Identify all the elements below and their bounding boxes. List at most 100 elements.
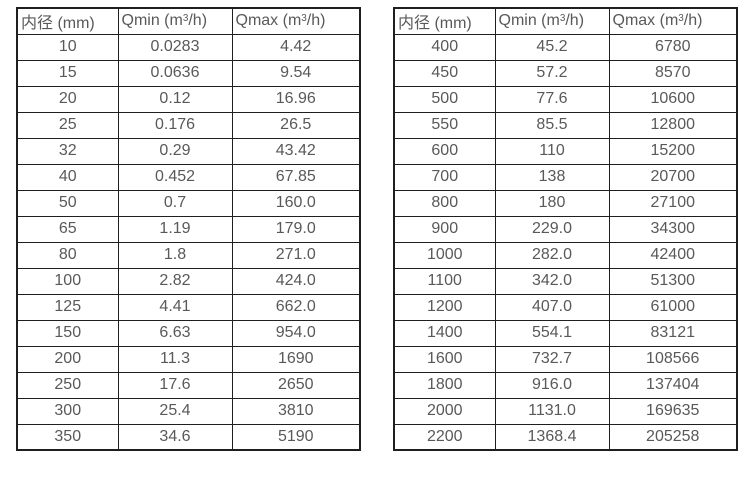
qmax-cell: 108566 <box>608 345 738 373</box>
qmax-cell: 20700 <box>608 163 738 191</box>
qmin-cell: 916.0 <box>494 371 610 399</box>
diameter-cell: 200 <box>16 345 119 373</box>
cubed-superscript: 3 <box>559 12 566 24</box>
qmin-cell: 0.12 <box>117 85 233 113</box>
table-row: 900 229.0 34300 <box>393 215 738 243</box>
diameter-cell: 600 <box>393 137 496 165</box>
table-row: 125 4.41 662.0 <box>16 293 361 321</box>
qmax-cell: 61000 <box>608 293 738 321</box>
table-row: 1800 916.0 137404 <box>393 371 738 399</box>
table-row: 500 77.6 10600 <box>393 85 738 113</box>
qmin-cell: 407.0 <box>494 293 610 321</box>
table-row: 800 180 27100 <box>393 189 738 217</box>
qmax-cell: 9.54 <box>231 59 361 87</box>
table-row: 1400 554.1 83121 <box>393 319 738 347</box>
table-row: 20 0.12 16.96 <box>16 85 361 113</box>
qmax-cell: 34300 <box>608 215 738 243</box>
diameter-cell: 900 <box>393 215 496 243</box>
qmin-cell: 138 <box>494 163 610 191</box>
table-row: 1200 407.0 61000 <box>393 293 738 321</box>
qmax-cell: 26.5 <box>231 111 361 139</box>
table-row: 300 25.4 3810 <box>16 397 361 425</box>
qmax-cell: 179.0 <box>231 215 361 243</box>
header-diameter: 内径 (mm) <box>393 7 496 35</box>
diameter-cell: 25 <box>16 111 119 139</box>
qmax-cell: 424.0 <box>231 267 361 295</box>
table-row: 2000 1131.0 169635 <box>393 397 738 425</box>
table-row: 2200 1368.4 205258 <box>393 423 738 451</box>
diameter-cell: 20 <box>16 85 119 113</box>
table-row: 15 0.0636 9.54 <box>16 59 361 87</box>
qmax-cell: 83121 <box>608 319 738 347</box>
qmin-cell: 2.82 <box>117 267 233 295</box>
table-row: 1100 342.0 51300 <box>393 267 738 295</box>
diameter-cell: 65 <box>16 215 119 243</box>
qmin-cell: 0.176 <box>117 111 233 139</box>
qmin-cell: 0.0636 <box>117 59 233 87</box>
table-row: 200 11.3 1690 <box>16 345 361 373</box>
diameter-cell: 1600 <box>393 345 496 373</box>
qmax-cell: 5190 <box>231 423 361 451</box>
qmax-cell: 51300 <box>608 267 738 295</box>
table-row: 450 57.2 8570 <box>393 59 738 87</box>
diameter-cell: 1200 <box>393 293 496 321</box>
qmax-cell: 169635 <box>608 397 738 425</box>
qmax-cell: 271.0 <box>231 241 361 269</box>
table-row: 250 17.6 2650 <box>16 371 361 399</box>
cubed-superscript: 3 <box>182 12 189 24</box>
diameter-cell: 1800 <box>393 371 496 399</box>
table-row: 1000 282.0 42400 <box>393 241 738 269</box>
table-row: 700 138 20700 <box>393 163 738 191</box>
diameter-cell: 300 <box>16 397 119 425</box>
qmax-cell: 137404 <box>608 371 738 399</box>
diameter-cell: 1100 <box>393 267 496 295</box>
diameter-cell: 150 <box>16 319 119 347</box>
qmin-cell: 0.452 <box>117 163 233 191</box>
qmax-cell: 8570 <box>608 59 738 87</box>
qmax-cell: 205258 <box>608 423 738 451</box>
qmin-cell: 110 <box>494 137 610 165</box>
qmin-cell: 0.0283 <box>117 33 233 61</box>
diameter-cell: 400 <box>393 33 496 61</box>
table-row: 400 45.2 6780 <box>393 33 738 61</box>
diameter-cell: 350 <box>16 423 119 451</box>
table-row: 350 34.6 5190 <box>16 423 361 451</box>
header-qmax: Qmax (m3/h) <box>231 7 361 35</box>
qmin-cell: 1368.4 <box>494 423 610 451</box>
diameter-cell: 80 <box>16 241 119 269</box>
header-qmin: Qmin (m3/h) <box>117 7 233 35</box>
diameter-cell: 800 <box>393 189 496 217</box>
flow-spec-table-large-diameters: 内径 (mm) Qmin (m3/h) Qmax (m3/h) 400 45.2 678… <box>393 7 738 451</box>
header-qmax: Qmax (m3/h) <box>608 7 738 35</box>
qmax-cell: 67.85 <box>231 163 361 191</box>
qmin-cell: 25.4 <box>117 397 233 425</box>
qmax-cell: 4.42 <box>231 33 361 61</box>
diameter-cell: 1400 <box>393 319 496 347</box>
qmax-cell: 6780 <box>608 33 738 61</box>
qmin-cell: 77.6 <box>494 85 610 113</box>
qmax-cell: 42400 <box>608 241 738 269</box>
table-row: 550 85.5 12800 <box>393 111 738 139</box>
diameter-cell: 1000 <box>393 241 496 269</box>
qmin-cell: 34.6 <box>117 423 233 451</box>
table-row: 150 6.63 954.0 <box>16 319 361 347</box>
qmax-cell: 1690 <box>231 345 361 373</box>
qmax-cell: 43.42 <box>231 137 361 165</box>
table-row: 1600 732.7 108566 <box>393 345 738 373</box>
qmin-cell: 45.2 <box>494 33 610 61</box>
header-row: 内径 (mm) Qmin (m3/h) Qmax (m3/h) <box>16 7 361 35</box>
header-diameter: 内径 (mm) <box>16 7 119 35</box>
qmin-cell: 57.2 <box>494 59 610 87</box>
diameter-cell: 500 <box>393 85 496 113</box>
diameter-cell: 2000 <box>393 397 496 425</box>
qmin-cell: 554.1 <box>494 319 610 347</box>
header-row: 内径 (mm) Qmin (m3/h) Qmax (m3/h) <box>393 7 738 35</box>
table-row: 100 2.82 424.0 <box>16 267 361 295</box>
cubed-superscript: 3 <box>678 12 684 24</box>
diameter-cell: 15 <box>16 59 119 87</box>
diameter-cell: 700 <box>393 163 496 191</box>
diameter-cell: 550 <box>393 111 496 139</box>
diameter-cell: 2200 <box>393 423 496 451</box>
table-row: 50 0.7 160.0 <box>16 189 361 217</box>
header-qmin: Qmin (m3/h) <box>494 7 610 35</box>
